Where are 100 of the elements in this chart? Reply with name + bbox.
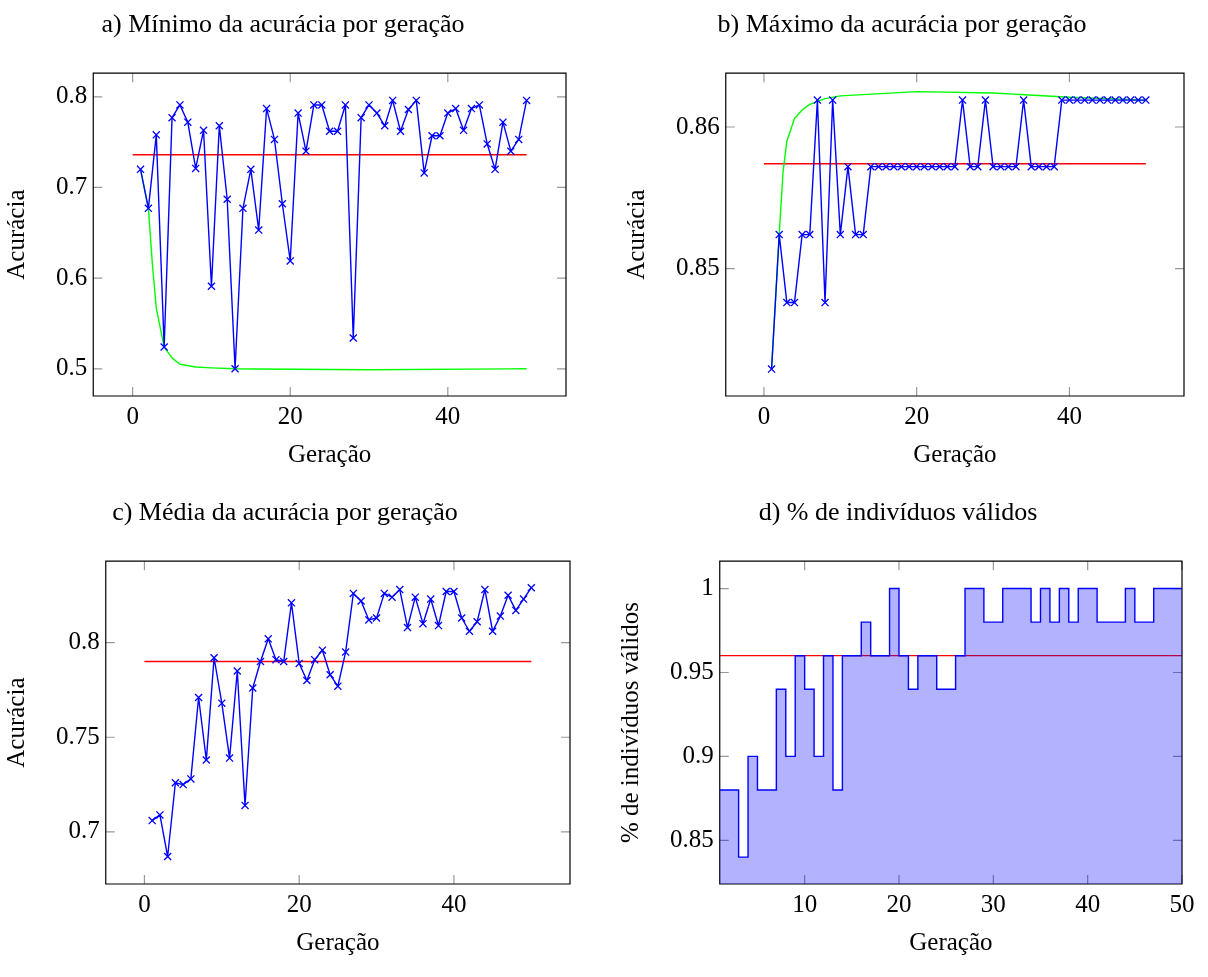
point [1065, 95, 1074, 105]
point [805, 230, 814, 239]
point [498, 117, 508, 127]
y-tick-label: 0.8 [68, 627, 100, 655]
point [1088, 95, 1097, 105]
point [1118, 95, 1128, 105]
point [270, 135, 279, 144]
point [511, 606, 521, 615]
point [194, 693, 203, 702]
point [1034, 162, 1044, 171]
y-tick-label: 0.7 [68, 816, 100, 844]
point [988, 162, 998, 171]
point [183, 117, 192, 127]
x-tick-label: 20 [886, 889, 912, 917]
point [256, 657, 265, 666]
point [246, 165, 256, 174]
point [333, 681, 343, 691]
point [209, 653, 219, 662]
point [295, 659, 304, 668]
x-tick-label: 50 [1169, 889, 1195, 917]
point [874, 162, 883, 171]
y-tick-label: 1 [701, 573, 714, 601]
point [233, 666, 242, 676]
y-tick-label: 0.75 [56, 721, 100, 749]
point [293, 108, 303, 118]
x-tick-label: 40 [435, 401, 461, 429]
point [522, 96, 531, 105]
point [225, 753, 234, 763]
x-axis-title: Geração [296, 927, 380, 955]
point [262, 104, 271, 113]
point [943, 162, 952, 171]
point [191, 164, 200, 173]
point [364, 100, 374, 110]
point [167, 113, 177, 122]
point [451, 104, 460, 113]
y-axis-title: Acurácia [1, 189, 29, 280]
point [475, 100, 484, 110]
point [186, 774, 196, 784]
point [1095, 95, 1105, 105]
y-tick-label: 0.7 [56, 172, 88, 200]
point [527, 583, 536, 592]
point [418, 619, 428, 628]
point [248, 683, 257, 693]
point [159, 342, 169, 352]
point [449, 587, 459, 596]
point [136, 165, 145, 174]
x-tick-label: 40 [441, 889, 467, 917]
point [349, 333, 358, 343]
point [318, 646, 327, 655]
chart-title: a) Mínimo da acurácia por geração [101, 9, 465, 39]
point [927, 162, 937, 171]
point [472, 617, 482, 626]
y-tick-label: 0.6 [56, 262, 88, 290]
point [782, 298, 792, 307]
point [866, 162, 876, 171]
x-tick-label: 20 [904, 401, 930, 429]
point [240, 801, 250, 810]
x-tick-label: 20 [286, 889, 312, 917]
point [426, 594, 435, 604]
point [144, 204, 153, 213]
point [904, 162, 914, 171]
point [286, 256, 295, 266]
point [483, 139, 492, 149]
point [152, 130, 161, 140]
point [215, 121, 224, 130]
point [301, 146, 311, 156]
point [442, 587, 451, 596]
point [419, 168, 429, 178]
x-axis-title: Geração [287, 439, 372, 467]
y-tick-label: 0.86 [676, 111, 720, 139]
point [356, 113, 366, 122]
point [325, 670, 335, 679]
x-tick-label: 10 [792, 889, 818, 917]
point [480, 585, 490, 594]
point [1141, 95, 1150, 105]
point [341, 100, 350, 110]
point [1027, 162, 1036, 171]
point [836, 230, 845, 239]
y-tick-label: 0.85 [670, 824, 714, 852]
point [230, 364, 240, 373]
point [404, 105, 413, 114]
point [396, 127, 405, 136]
point [1103, 95, 1112, 105]
point [813, 95, 822, 105]
point [380, 589, 389, 598]
point [859, 230, 868, 239]
point [1080, 95, 1089, 105]
x-tick-label: 0 [757, 401, 771, 429]
point [790, 298, 799, 307]
point [1042, 162, 1051, 171]
point [356, 596, 366, 606]
point [403, 623, 412, 632]
point [506, 146, 516, 156]
point [973, 162, 982, 171]
point [223, 195, 232, 204]
point [271, 655, 281, 664]
point [851, 230, 860, 239]
point [897, 162, 906, 171]
x-axis-title: Geração [909, 927, 993, 955]
point [175, 100, 185, 110]
